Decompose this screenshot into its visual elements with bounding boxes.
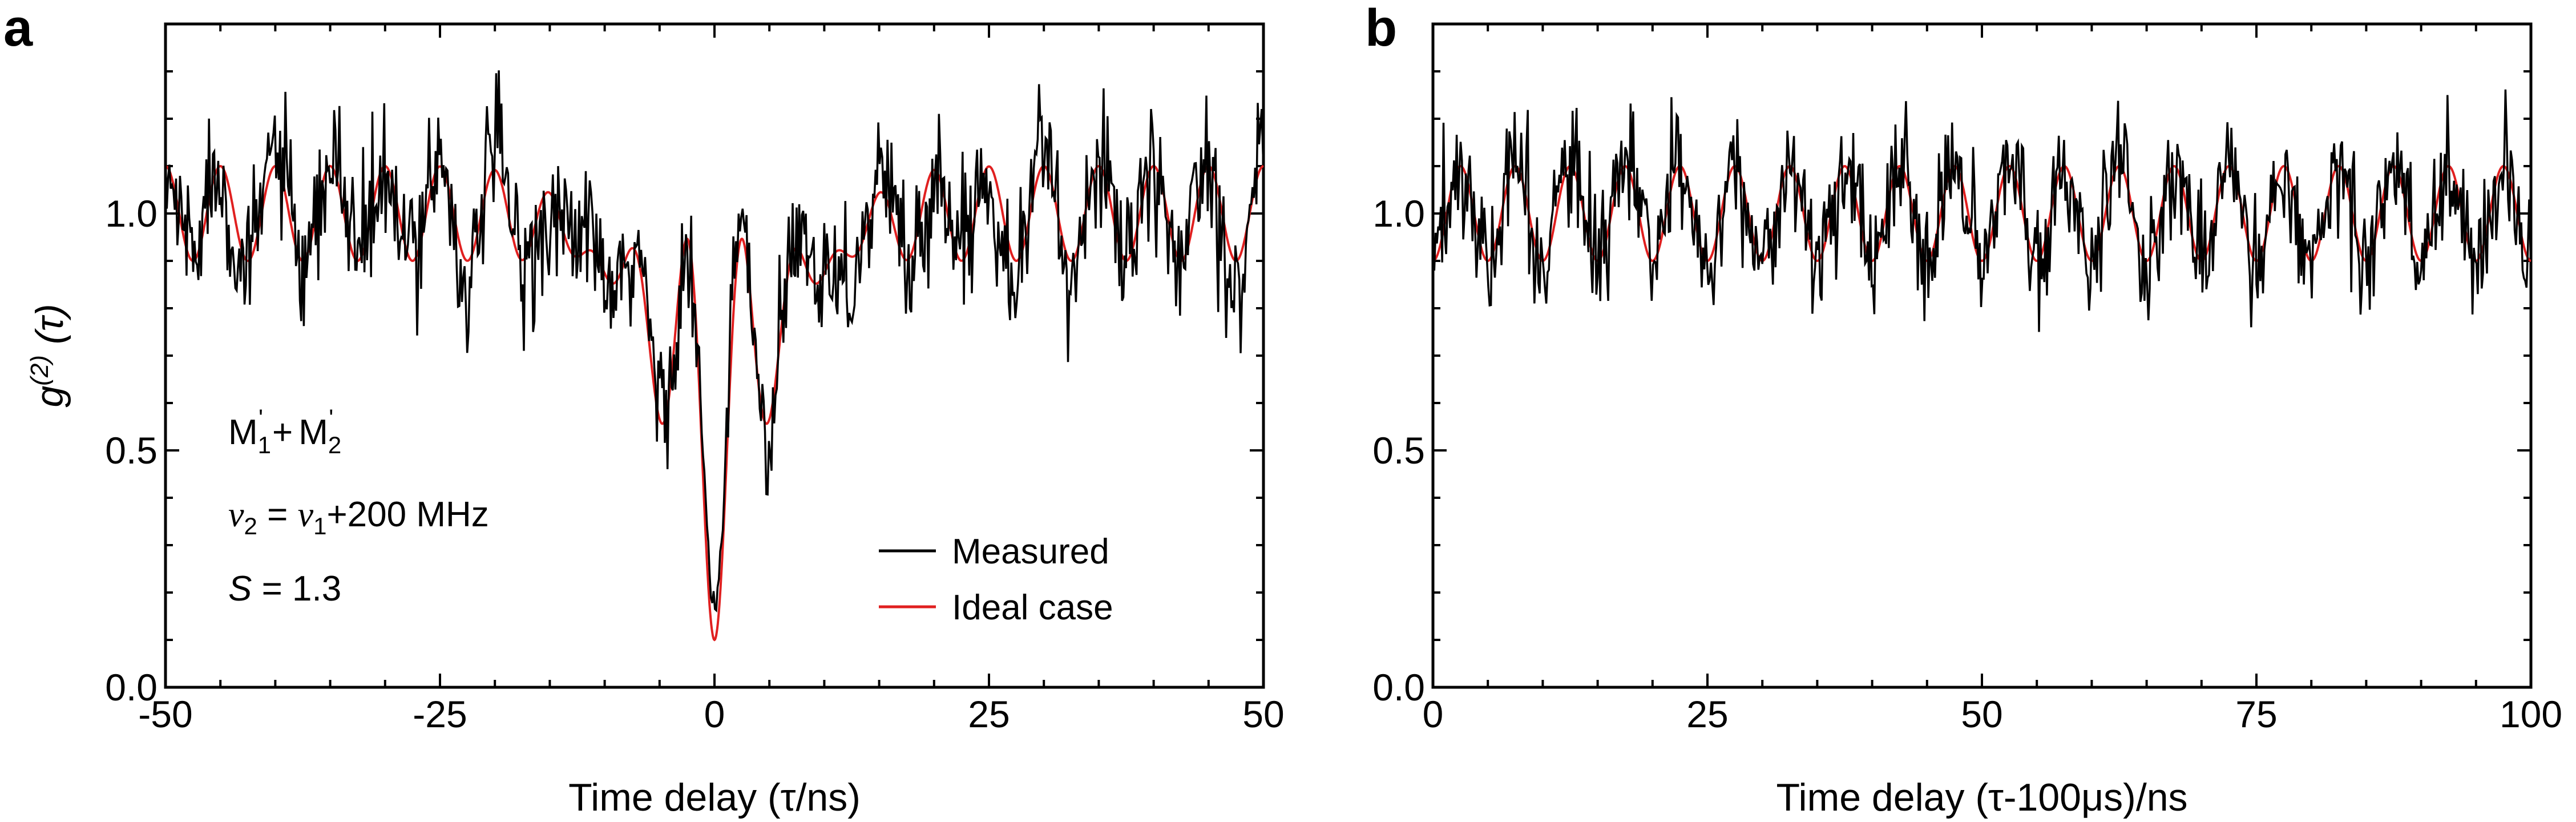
x-axis-label-a: Time delay (τ/ns) [568,776,861,819]
y-axis-label-a: g(2) (τ) [26,304,71,407]
tick-labels-a: -50 -25 0 25 50 0.0 0.5 1.0 [105,192,1284,735]
y-label-main: g [28,386,71,408]
panel-label-b: b [1365,0,1397,57]
legend-a: Measured Ideal case [879,532,1113,627]
x-tick-label: 25 [1686,693,1728,735]
plot-frame-b [1431,22,2533,689]
x-tick-label: 50 [1242,693,1284,735]
ticks-a [164,23,1265,688]
x-tick-label: 25 [968,693,1010,735]
chart-panel-b: 0 25 50 75 100 0.0 0.5 1.0 Time delay (τ-100μs)… [1372,22,2562,819]
panel-label-a: a [3,0,33,57]
x-tick-label: 75 [2235,693,2277,735]
svg-text:g(2) (τ): g(2) (τ) [26,304,71,407]
y-tick-label: 1.0 [105,192,158,235]
y-tick-label: 0.0 [1372,666,1425,708]
x-tick-label: 100 [2500,693,2562,735]
annotation-frequency: v2 = v1+200 MHz [228,495,489,539]
x-axis-label-b: Time delay (τ-100μs)/ns [1776,776,2187,819]
y-tick-label: 1.0 [1372,192,1425,235]
tick-labels-b: 0 25 50 75 100 0.0 0.5 1.0 [1372,192,2562,735]
legend-label-ideal: Ideal case [952,588,1113,627]
x-tick-label: 50 [1961,693,2002,735]
x-tick-label: 0 [704,693,725,735]
annotation-s: S = 1.3 [228,569,341,609]
annotation-modes: M1' + M2' [228,404,341,458]
y-label-arg: (τ) [28,304,71,355]
y-tick-label: 0.5 [1372,429,1425,472]
y-tick-label: 0.5 [105,429,158,472]
series-measured-b [1432,89,2531,332]
series-line-measured-b [1432,89,2531,332]
x-tick-label: -50 [138,693,192,735]
x-tick-label: 0 [1423,693,1444,735]
legend-label-measured: Measured [952,532,1109,571]
chart-panel-a: -50 -25 0 25 50 0.0 0.5 1.0 Time delay (τ/ns) g… [26,22,1285,819]
y-label-sup: (2) [26,355,54,386]
ticks-b [1432,23,2532,688]
x-tick-label: -25 [413,693,467,735]
series-line-measured-a [164,70,1264,613]
series-measured-a [164,70,1264,613]
y-tick-label: 0.0 [105,666,158,708]
